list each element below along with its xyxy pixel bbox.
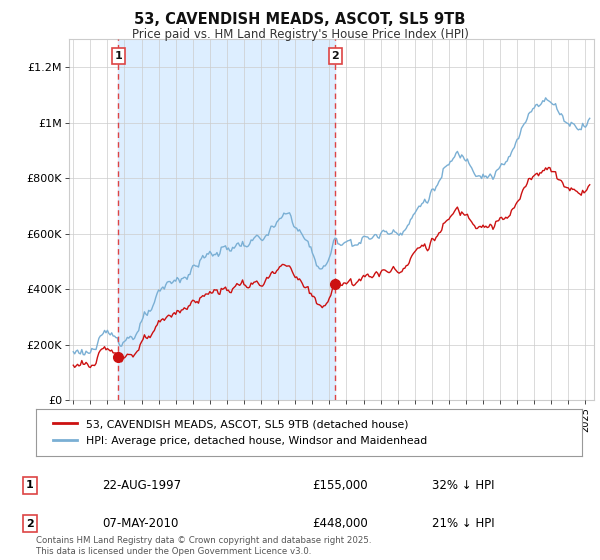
Text: £155,000: £155,000 [312,479,368,492]
Text: 2: 2 [331,51,339,61]
Legend: 53, CAVENDISH MEADS, ASCOT, SL5 9TB (detached house), HPI: Average price, detach: 53, CAVENDISH MEADS, ASCOT, SL5 9TB (det… [47,413,434,452]
Bar [118,39,335,400]
Text: Contains HM Land Registry data © Crown copyright and database right 2025.
This d: Contains HM Land Registry data © Crown c… [36,536,371,556]
Text: 53, CAVENDISH MEADS, ASCOT, SL5 9TB: 53, CAVENDISH MEADS, ASCOT, SL5 9TB [134,12,466,27]
Text: 1: 1 [26,480,34,491]
Text: 1: 1 [114,51,122,61]
Text: Price paid vs. HM Land Registry's House Price Index (HPI): Price paid vs. HM Land Registry's House … [131,28,469,41]
Text: 21% ↓ HPI: 21% ↓ HPI [432,517,494,530]
Text: 2: 2 [26,519,34,529]
Text: 32% ↓ HPI: 32% ↓ HPI [432,479,494,492]
Text: £448,000: £448,000 [312,517,368,530]
Text: 22-AUG-1997: 22-AUG-1997 [102,479,181,492]
Text: 07-MAY-2010: 07-MAY-2010 [102,517,178,530]
